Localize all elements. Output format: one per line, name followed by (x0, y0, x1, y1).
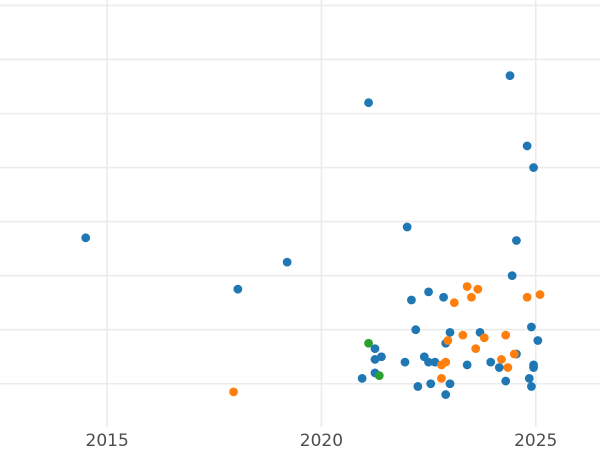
data-point-s2-0 (364, 338, 373, 348)
data-point-s1-3 (441, 357, 451, 367)
data-point-s1-4 (443, 336, 453, 345)
data-point-s0-1 (233, 284, 243, 294)
data-point-s0-24 (439, 292, 448, 302)
data-point-s0-37 (527, 322, 536, 332)
data-point-s1-1 (437, 373, 446, 383)
data-point-s1-7 (462, 282, 472, 291)
data-point-s1-15 (509, 349, 519, 359)
data-point-s0-8 (512, 236, 521, 245)
data-point-s2-1 (374, 371, 384, 381)
x-tick-labels: 2015 2020 2025 (86, 431, 558, 450)
data-point-s1-0 (229, 387, 238, 397)
data-point-s0-28 (445, 379, 455, 389)
data-point-s0-10 (357, 373, 367, 383)
data-point-s0-33 (501, 376, 511, 386)
x-tick-label-2025: 2025 (514, 431, 557, 450)
data-point-s0-11 (370, 344, 380, 354)
data-point-s0-5 (505, 71, 515, 81)
data-point-s0-9 (507, 271, 517, 281)
data-point-s1-16 (522, 292, 532, 302)
data-point-s1-8 (467, 292, 476, 302)
data-point-s0-14 (377, 352, 386, 362)
data-point-s1-11 (479, 333, 489, 343)
data-point-s0-20 (424, 357, 433, 367)
data-point-s0-36 (527, 382, 536, 391)
data-point-s0-2 (282, 257, 292, 267)
data-point-s1-9 (471, 344, 481, 354)
x-tick-label-2020: 2020 (300, 431, 343, 450)
data-point-s0-26 (441, 390, 451, 399)
x-tick-label-2015: 2015 (86, 431, 129, 450)
data-point-s0-39 (529, 360, 538, 370)
data-point-s1-12 (497, 355, 506, 364)
data-point-s1-17 (535, 290, 545, 299)
data-point-s1-6 (458, 330, 468, 340)
grid (0, 0, 600, 427)
data-point-s0-22 (424, 287, 433, 297)
data-point-s0-21 (426, 379, 436, 389)
data-point-s1-10 (473, 284, 483, 294)
data-point-s0-35 (524, 373, 534, 383)
data-point-s0-31 (486, 357, 496, 367)
data-point-s1-5 (449, 298, 459, 308)
data-point-s0-29 (462, 360, 472, 370)
data-point-s0-0 (81, 233, 91, 243)
data-point-s0-16 (407, 295, 416, 305)
data-point-s0-40 (533, 336, 543, 345)
data-points (81, 71, 545, 399)
data-point-s0-17 (411, 325, 421, 335)
data-point-s0-4 (402, 222, 412, 232)
data-point-s0-6 (522, 141, 532, 151)
data-point-s0-27 (445, 328, 455, 337)
data-point-s0-15 (400, 357, 410, 367)
data-point-s0-7 (529, 163, 538, 172)
data-point-s1-13 (501, 330, 511, 340)
data-point-s0-18 (413, 382, 423, 391)
data-point-s1-14 (503, 363, 513, 372)
data-point-s0-32 (494, 363, 504, 372)
data-point-s0-3 (364, 98, 373, 108)
